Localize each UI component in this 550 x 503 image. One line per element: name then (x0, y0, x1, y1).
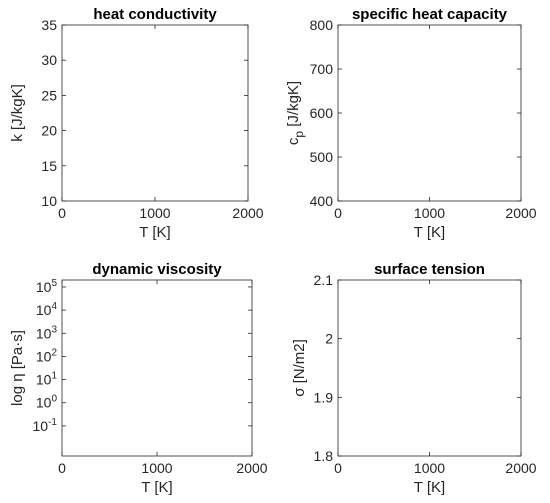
subplot-2: 0 1000 2000 400 500 600 700 800 specific heat ca… (285, 6, 537, 241)
x-tick-label: 0 (334, 460, 342, 476)
x-tick-label: 1000 (139, 205, 170, 221)
axes-frame (337, 24, 522, 202)
chart-title: surface tension (374, 261, 485, 278)
x-tick-label: 2000 (505, 460, 536, 476)
chart-title: specific heat capacity (352, 6, 508, 23)
y-tick-label: 700 (310, 61, 334, 77)
x-tick-label: 2000 (236, 460, 267, 476)
y-tick-label: 800 (310, 17, 334, 33)
x-tick-label: 2000 (232, 205, 263, 221)
y-tick-label: 103 (36, 324, 58, 341)
y-tick-label: 1.8 (314, 448, 334, 464)
y-tick-label: 104 (36, 301, 58, 318)
y-tick-label: 30 (41, 52, 57, 68)
y-axis-label: log η [Pa·s] (9, 330, 26, 406)
chart-title: dynamic viscosity (92, 261, 222, 278)
y-tick-label: 1.9 (314, 389, 334, 405)
y-tick-label: 15 (41, 158, 57, 174)
x-tick-label: 0 (58, 205, 66, 221)
y-tick-label: 35 (41, 17, 57, 33)
y-tick-label: 10-1 (33, 417, 58, 434)
subplot-3: 0 1000 2000 10-1 100 101 102 103 104 105 dynamic v… (9, 261, 268, 496)
axes-frame (337, 279, 522, 457)
y-tick-label: 100 (36, 394, 58, 411)
subplot-4: 0 1000 2000 1.8 1.9 2 2.1 surface tension T [K] σ… (291, 261, 537, 496)
y-tick-label: 400 (310, 193, 334, 209)
y-axis-label: k [J/kgK] (9, 84, 26, 142)
y-axis-label: σ [N/m2] (291, 339, 308, 397)
x-axis-label: T [K] (414, 224, 445, 241)
x-axis-label: T [K] (414, 479, 445, 496)
subplot-1: 0 1000 2000 10 15 20 25 30 35 heat conductivity T … (9, 6, 264, 241)
x-tick-label: 1000 (414, 205, 445, 221)
y-tick-label: 102 (36, 347, 58, 364)
axes-frame (61, 279, 253, 457)
x-tick-label: 2000 (505, 205, 536, 221)
x-axis-label: T [K] (139, 224, 170, 241)
y-tick-label: 101 (36, 371, 58, 388)
chart-title: heat conductivity (93, 6, 217, 23)
y-tick-label: 105 (36, 278, 58, 295)
y-tick-label: 2 (325, 331, 333, 347)
x-tick-label: 1000 (141, 460, 172, 476)
y-tick-label: 25 (41, 87, 57, 103)
x-tick-label: 0 (58, 460, 66, 476)
y-tick-label: 20 (41, 123, 57, 139)
x-tick-label: 0 (334, 205, 342, 221)
y-tick-label: 2.1 (314, 272, 334, 288)
y-tick-label: 500 (310, 149, 334, 165)
axes-frame (61, 24, 249, 202)
x-axis-label: T [K] (141, 479, 172, 496)
y-tick-label: 10 (41, 193, 57, 209)
y-axis-label: cp [J/kgK] (285, 81, 306, 145)
x-tick-label: 1000 (414, 460, 445, 476)
y-tick-label: 600 (310, 105, 334, 121)
